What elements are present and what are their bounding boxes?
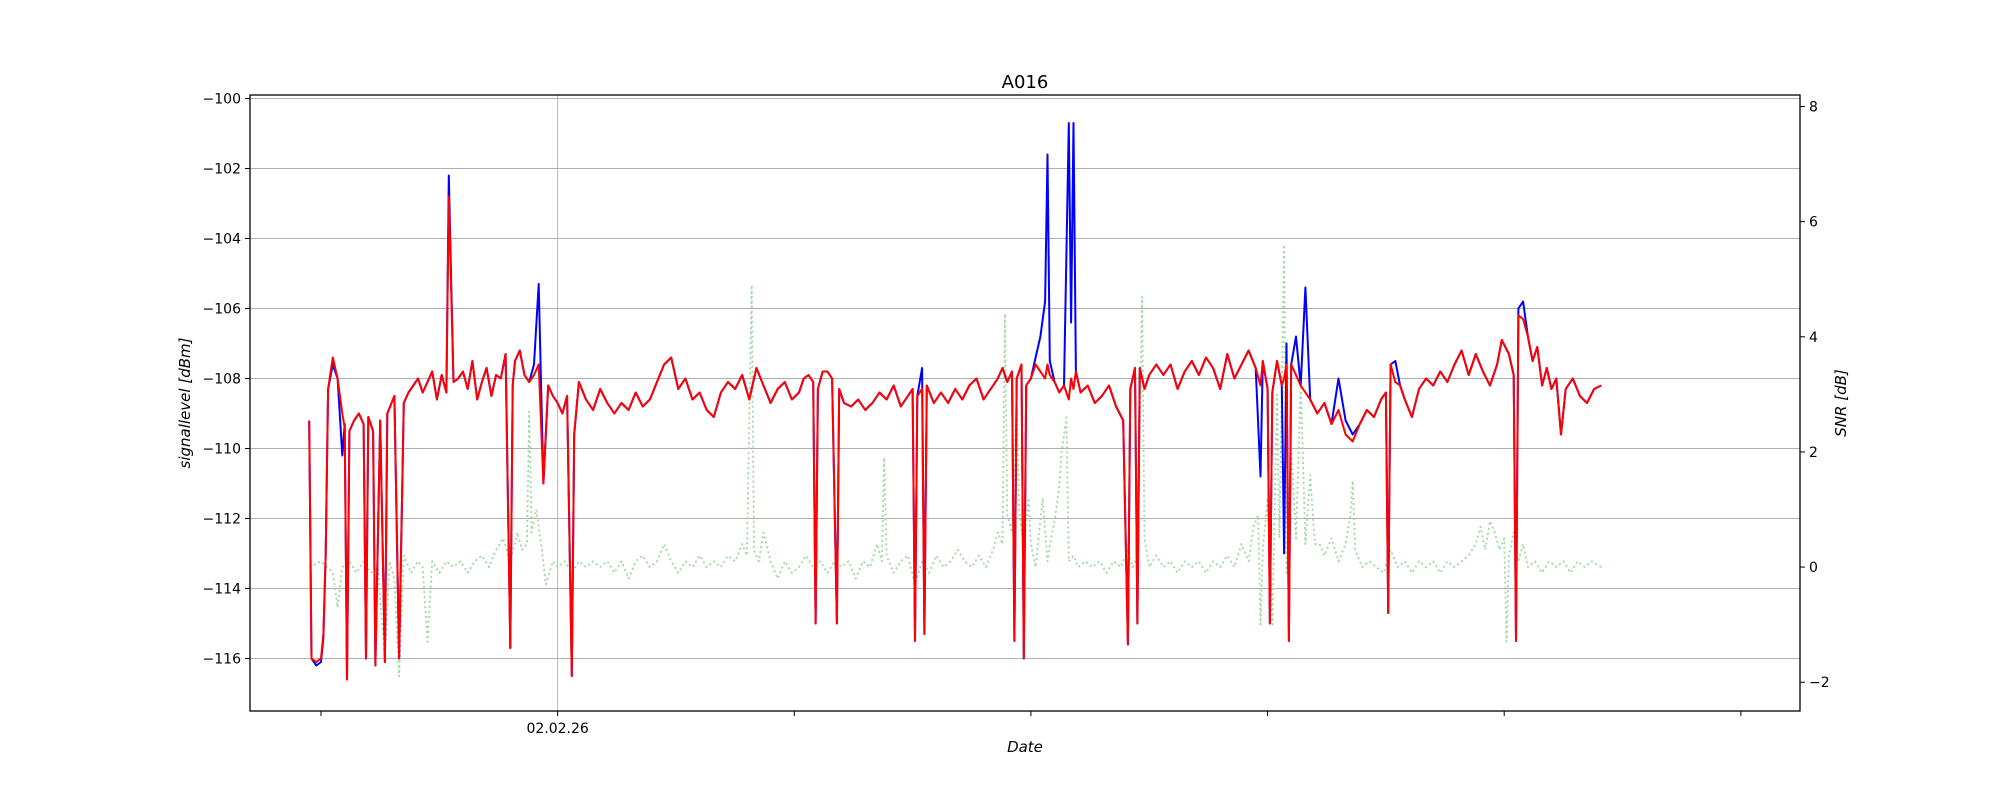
snr-line	[308, 243, 1602, 678]
y-tick-label: −100	[203, 92, 241, 108]
y-tick-label: −110	[203, 442, 241, 458]
y-axis-left: −100 −102 −104 −106 −108 −110 −112 −114 −116	[203, 92, 250, 668]
series-layer	[308, 122, 1602, 681]
y-tick-label: −116	[203, 652, 242, 668]
y2-tick-label: 2	[1809, 445, 1818, 461]
plot-frame	[249, 94, 1801, 712]
signal-line-blue	[308, 122, 1602, 681]
signal-line-red	[308, 195, 1602, 681]
y2-tick-label: 8	[1809, 100, 1818, 116]
y-axis-right: 8 6 4 2 0 −2	[1800, 100, 1830, 691]
y-tick-label: −112	[203, 512, 241, 528]
x-axis-label: Date	[1007, 738, 1043, 756]
y2-tick-label: 4	[1809, 330, 1818, 346]
y-axis-left-label: signallevel [dBm]	[176, 337, 194, 468]
x-tick-label: 02.02.26	[526, 721, 588, 737]
x-axis: 02.02.26	[320, 711, 1742, 737]
y-tick-label: −108	[203, 372, 241, 388]
y2-tick-label: 0	[1809, 560, 1818, 576]
y-tick-label: −114	[203, 582, 242, 598]
y-tick-label: −106	[203, 302, 242, 318]
y2-tick-label: −2	[1809, 675, 1830, 691]
y-tick-label: −102	[203, 162, 241, 178]
y-axis-right-label: SNR [dB]	[1832, 369, 1850, 437]
chart-title: A016	[1002, 72, 1049, 93]
y2-tick-label: 6	[1809, 215, 1818, 231]
y-tick-label: −104	[203, 232, 242, 248]
